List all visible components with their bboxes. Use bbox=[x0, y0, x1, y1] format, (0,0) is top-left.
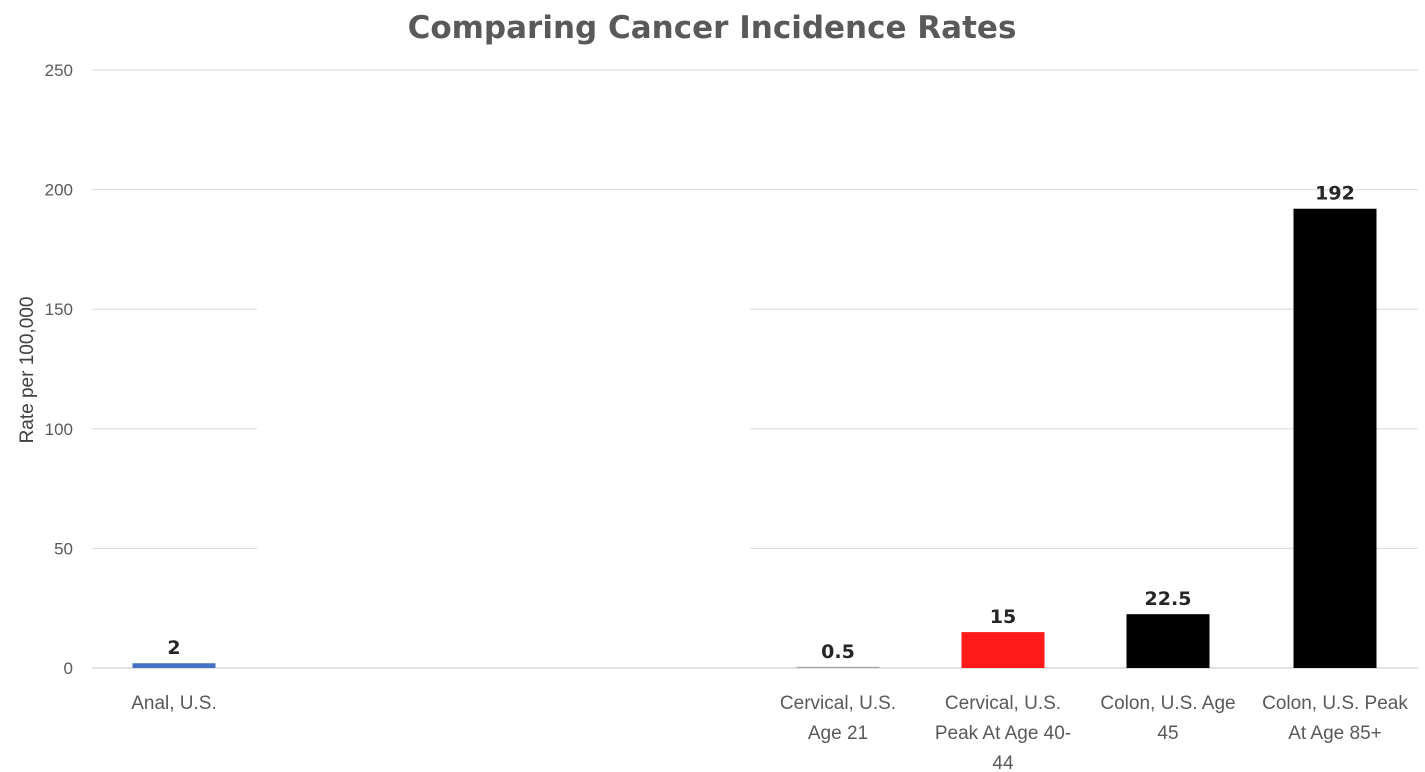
y-tick-label: 150 bbox=[45, 300, 73, 319]
y-tick-label: 50 bbox=[54, 539, 73, 558]
gridlines bbox=[92, 69, 1418, 669]
y-tick-label: 200 bbox=[45, 181, 73, 200]
bar bbox=[796, 666, 880, 668]
bar bbox=[1293, 208, 1377, 668]
y-tick-label: 100 bbox=[45, 420, 73, 439]
bar bbox=[961, 632, 1045, 668]
data-label: 15 bbox=[990, 606, 1016, 628]
x-axis-ticks: Anal, U.S. Cervical, U.S. Age 21 Cervical, … bbox=[131, 693, 1408, 772]
x-tick-label: Colon, U.S. Age 45 bbox=[1100, 693, 1235, 744]
data-label: 192 bbox=[1315, 183, 1355, 205]
y-tick-label: 0 bbox=[64, 659, 73, 678]
data-label: 2 bbox=[167, 637, 180, 659]
y-axis-label: Rate per 100,000 bbox=[17, 297, 38, 444]
y-tick-label: 250 bbox=[45, 61, 73, 80]
y-axis-ticks: 0 50 100 150 200 250 bbox=[45, 61, 73, 678]
bar bbox=[132, 663, 216, 668]
x-tick-label: Anal, U.S. bbox=[131, 693, 217, 714]
x-tick-label: Cervical, U.S. Peak At Age 40-44 bbox=[935, 693, 1071, 772]
data-label: 0.5 bbox=[821, 641, 855, 663]
bar bbox=[1126, 614, 1210, 668]
bars bbox=[132, 208, 1377, 668]
x-tick-label: Colon, U.S. Peak At Age 85+ bbox=[1262, 693, 1408, 744]
data-labels: 2 0.5 15 22.5 192 bbox=[167, 183, 1354, 663]
data-label: 22.5 bbox=[1145, 588, 1192, 610]
chart-title: Comparing Cancer Incidence Rates bbox=[408, 10, 1017, 46]
x-tick-label: Cervical, U.S. Age 21 bbox=[780, 693, 896, 744]
